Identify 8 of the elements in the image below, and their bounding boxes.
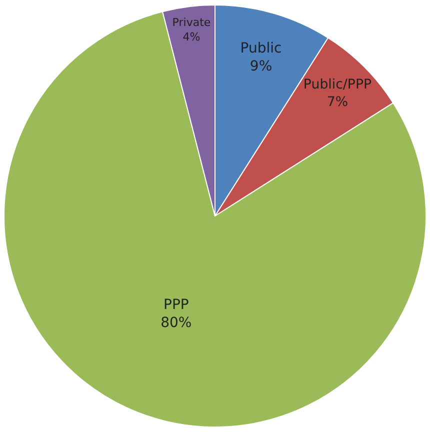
slice-label: Public/PPP: [303, 78, 372, 93]
data-label: 80%: [160, 315, 192, 332]
slice-label: Public: [240, 40, 282, 56]
data-label: 7%: [326, 95, 348, 110]
slice-label: PPP: [164, 296, 189, 313]
data-label: 9%: [250, 58, 272, 75]
slice-label: Private: [172, 16, 211, 29]
data-label: 4%: [182, 30, 200, 44]
